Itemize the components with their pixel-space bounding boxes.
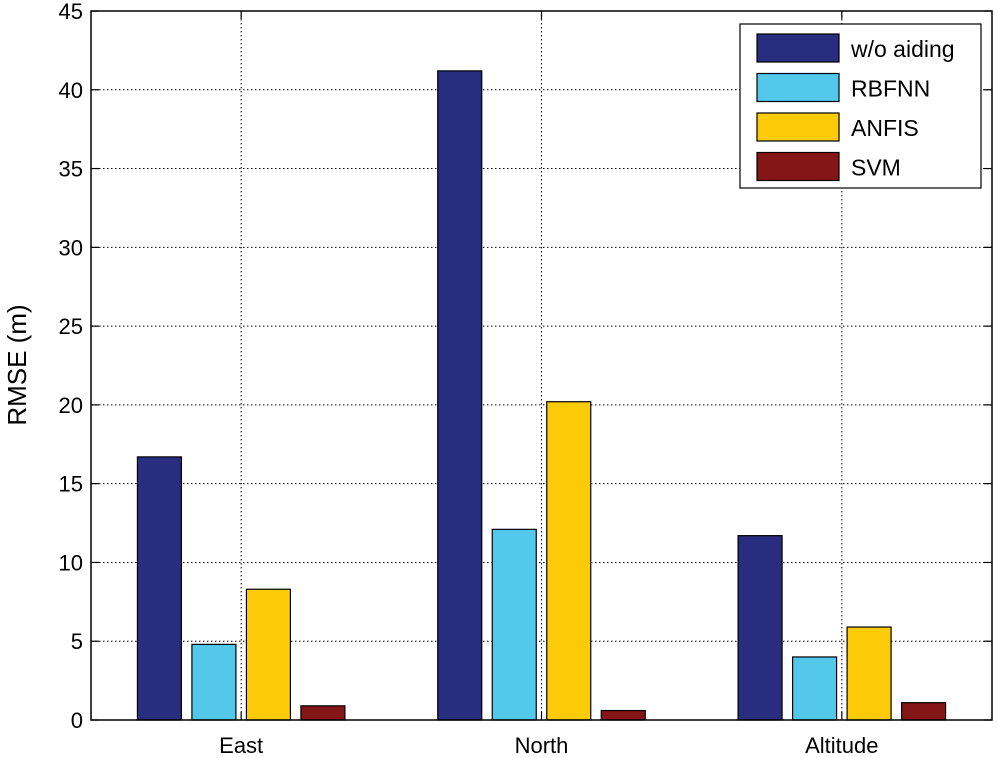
y-tick-label: 40 xyxy=(59,78,83,103)
legend-swatch xyxy=(756,151,840,182)
legend-label: w/o aiding xyxy=(850,36,955,62)
legend-swatch xyxy=(756,72,840,103)
legend-label: ANFIS xyxy=(851,115,919,141)
bar-svm-altitude xyxy=(900,702,947,721)
bar-anfis-north xyxy=(546,401,592,721)
y-tick-label: 35 xyxy=(59,157,83,182)
x-tick-label: East xyxy=(219,733,263,758)
y-tick-label: 30 xyxy=(59,235,83,260)
bar-group xyxy=(136,70,947,721)
y-tick-label: 20 xyxy=(59,393,83,418)
bar-w-o-aiding-altitude xyxy=(737,535,783,721)
y-tick-label: 10 xyxy=(59,550,83,575)
legend: w/o aiding RBFNN ANFIS SVM xyxy=(739,23,982,189)
axis-ticks: 0 5 10 15 20 25 30 35 40 45 East North Altitude xyxy=(59,0,992,758)
bar-w-o-aiding-east xyxy=(136,456,183,721)
legend-swatch xyxy=(756,33,840,63)
legend-label: SVM xyxy=(851,155,901,181)
bar-anfis-altitude xyxy=(846,626,892,721)
bar-anfis-east xyxy=(245,588,292,721)
y-tick-label: 45 xyxy=(59,0,83,24)
y-tick-label: 15 xyxy=(59,472,83,497)
y-tick-label: 25 xyxy=(59,314,83,339)
bar-svm-east xyxy=(300,705,346,721)
y-axis-title: RMSE (m) xyxy=(2,304,32,425)
y-tick-label: 0 xyxy=(71,708,83,733)
bar-rbfnn-altitude xyxy=(791,656,838,721)
x-tick-label: North xyxy=(515,733,569,758)
bar-rbfnn-north xyxy=(491,528,537,721)
bar-svm-north xyxy=(600,709,646,721)
x-tick-label: Altitude xyxy=(805,733,878,758)
bar-w-o-aiding-north xyxy=(437,70,483,721)
bar-rbfnn-east xyxy=(191,643,237,721)
legend-label: RBFNN xyxy=(851,76,930,102)
y-tick-label: 5 xyxy=(71,629,83,654)
legend-swatch xyxy=(756,112,840,142)
